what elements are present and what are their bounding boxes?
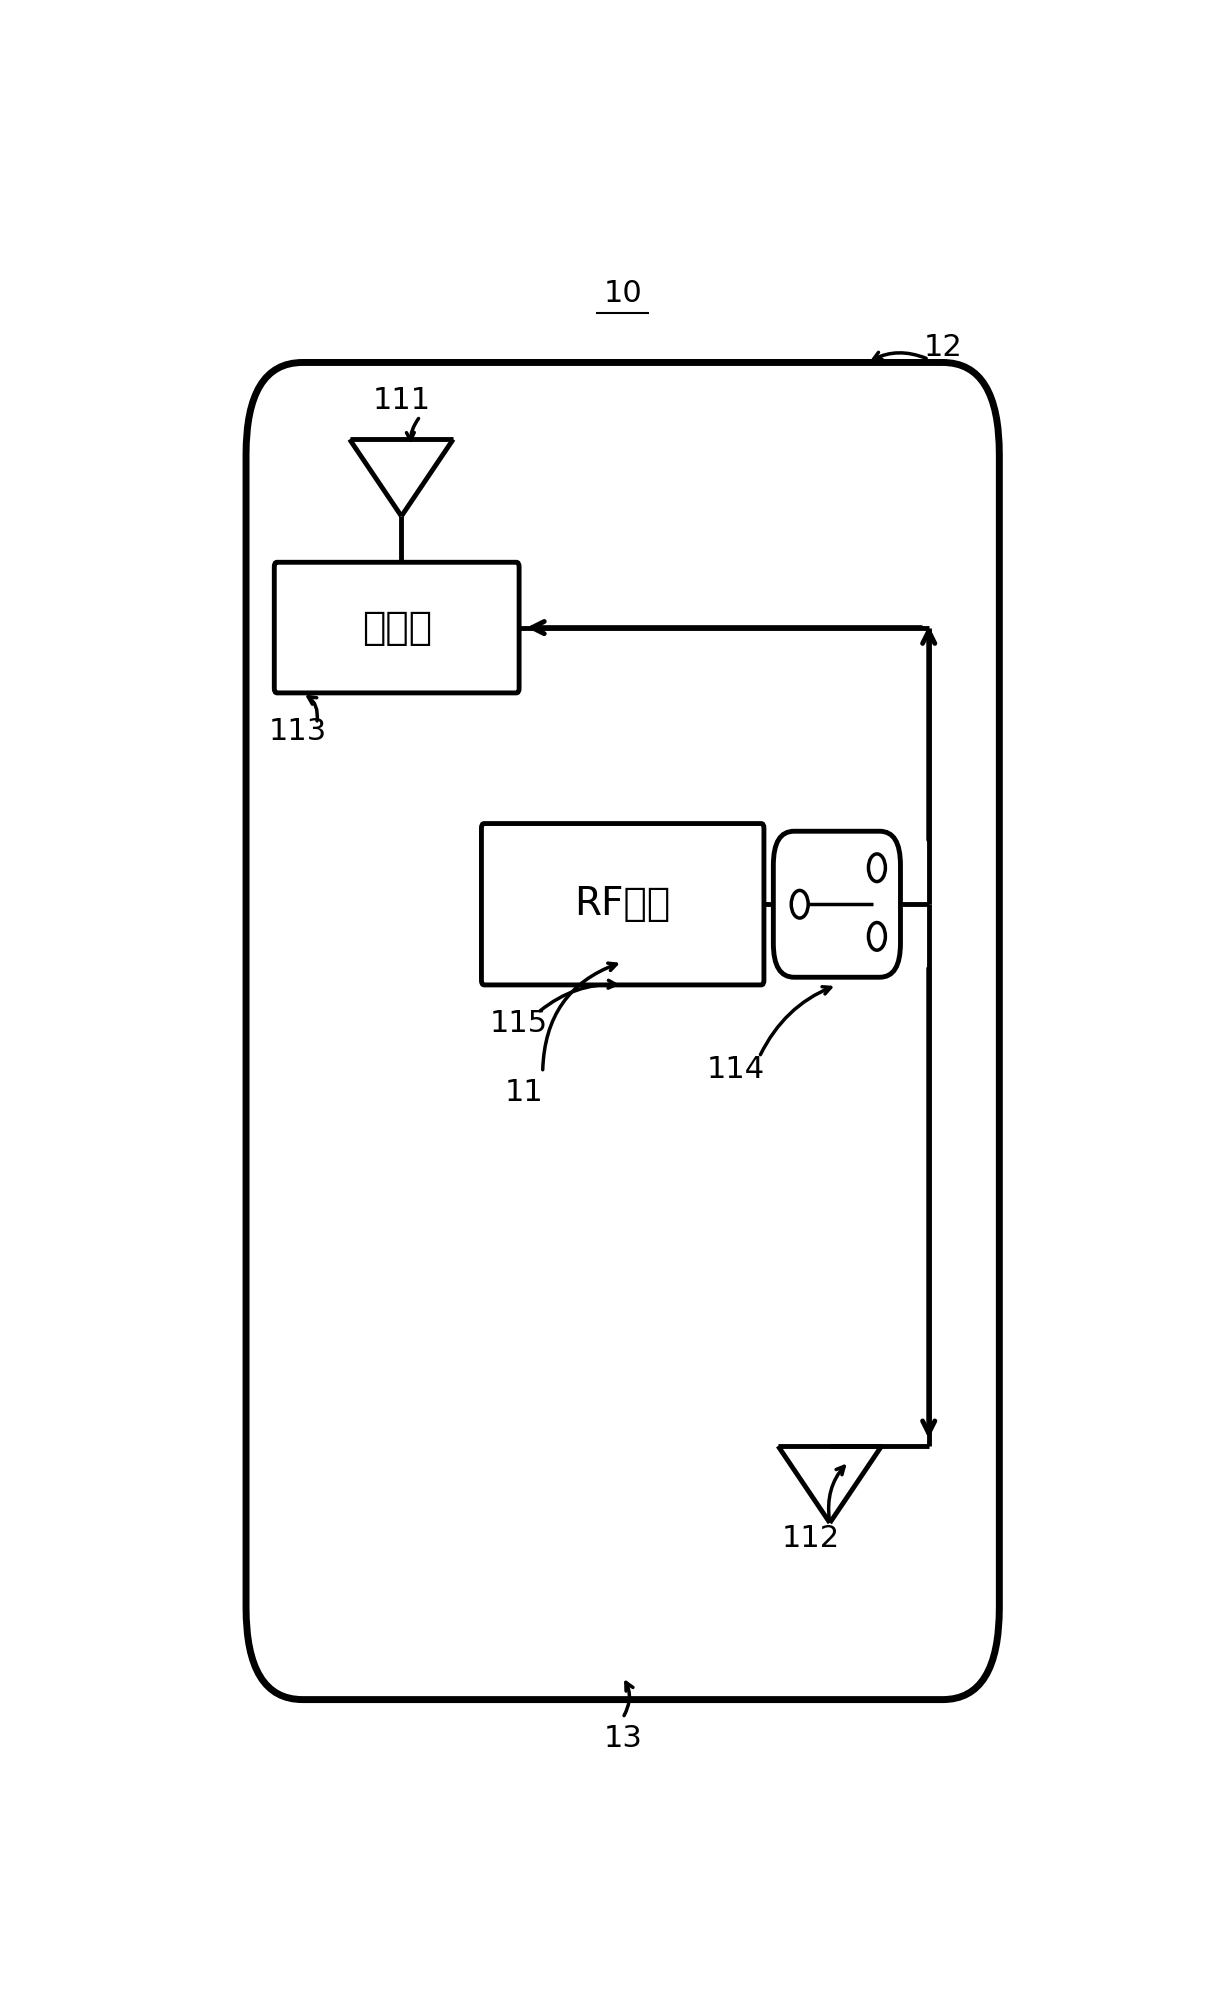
FancyBboxPatch shape — [275, 563, 519, 693]
Text: 11: 11 — [504, 1078, 543, 1108]
Text: 双工器: 双工器 — [362, 609, 431, 647]
FancyBboxPatch shape — [774, 830, 900, 978]
Text: 114: 114 — [707, 1056, 764, 1084]
Text: 10: 10 — [604, 279, 642, 307]
Text: 13: 13 — [604, 1723, 642, 1752]
Text: 111: 111 — [372, 387, 430, 415]
Circle shape — [869, 922, 886, 950]
FancyBboxPatch shape — [245, 363, 999, 1701]
Text: 12: 12 — [923, 333, 962, 361]
FancyBboxPatch shape — [481, 824, 764, 984]
Text: 112: 112 — [782, 1523, 840, 1553]
Circle shape — [869, 854, 886, 882]
Text: 115: 115 — [490, 1008, 548, 1038]
Circle shape — [791, 890, 808, 918]
Text: RF通路: RF通路 — [575, 886, 671, 924]
Text: 113: 113 — [269, 717, 327, 747]
